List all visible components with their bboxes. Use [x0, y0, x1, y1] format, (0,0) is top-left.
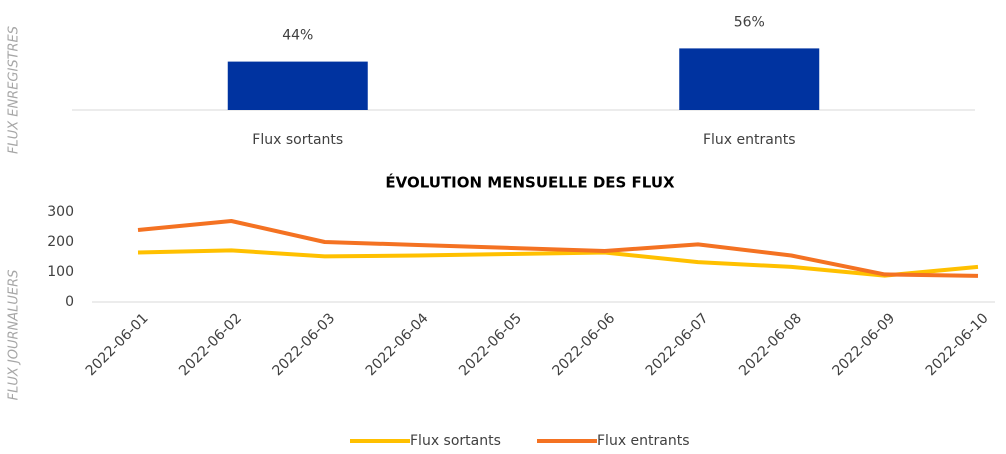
x-tick-label: 2022-06-04 — [363, 310, 432, 379]
bar — [679, 48, 820, 110]
x-tick-label: 2022-06-07 — [643, 310, 712, 379]
data-label: 56% — [734, 14, 765, 30]
line — [137, 219, 979, 278]
y-axis-title: FLUX ENREGISTRES — [7, 26, 22, 154]
legend-label: Flux sortants — [410, 433, 501, 449]
line — [137, 248, 979, 278]
y-tick-label: 300 — [47, 204, 74, 220]
x-tick-label: 2022-06-05 — [456, 310, 525, 379]
bar — [227, 61, 368, 110]
y-tick-label: 0 — [65, 294, 74, 310]
x-tick-label: Flux sortants — [252, 132, 343, 148]
y-tick-label: 100 — [47, 264, 74, 280]
y-axis-title: FLUX JOURNALUERS — [7, 270, 22, 401]
x-tick-label: 2022-06-01 — [83, 310, 152, 379]
x-tick-label: 2022-06-02 — [176, 310, 245, 379]
x-tick-label: 2022-06-06 — [549, 310, 618, 379]
chart-title: ÉVOLUTION MENSUELLE DES FLUX — [385, 173, 675, 192]
legend-label: Flux entrants — [597, 433, 690, 449]
data-label: 44% — [282, 28, 313, 44]
x-tick-label: 2022-06-10 — [923, 310, 992, 379]
x-tick-label: 2022-06-08 — [736, 310, 805, 379]
x-tick-label: 2022-06-09 — [829, 310, 898, 379]
x-tick-label: Flux entrants — [703, 132, 796, 148]
y-tick-label: 200 — [47, 234, 74, 250]
x-tick-label: 2022-06-03 — [269, 310, 338, 379]
